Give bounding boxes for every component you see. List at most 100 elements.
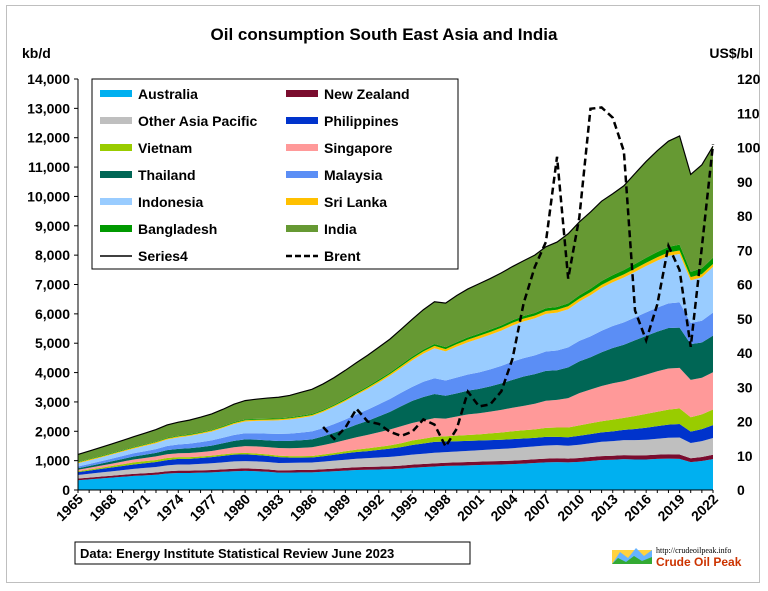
right-tick-label: 90: [737, 174, 753, 190]
logo-url: http://crudeoilpeak.info: [656, 546, 731, 555]
right-tick-label: 110: [737, 105, 760, 121]
area-australia: [78, 458, 713, 490]
left-tick-label: 8,000: [35, 247, 70, 263]
left-tick-label: 14,000: [27, 71, 70, 87]
x-tick-label: 2010: [554, 491, 587, 524]
right-axis-unit: US$/bl: [709, 45, 753, 61]
right-tick-label: 0: [737, 482, 745, 498]
left-tick-label: 0: [62, 482, 70, 498]
legend-swatch-bangladesh: [100, 225, 132, 232]
x-tick-label: 2019: [654, 491, 687, 524]
legend-label-series4: Series4: [138, 248, 188, 264]
x-tick-label: 1974: [153, 491, 186, 524]
x-tick-label: 2013: [588, 491, 621, 524]
left-tick-label: 13,000: [27, 100, 70, 116]
logo-name: Crude Oil Peak: [656, 555, 742, 569]
left-axis-unit: kb/d: [22, 45, 51, 61]
legend-swatch-vietnam: [100, 144, 132, 151]
right-tick-label: 120: [737, 71, 761, 87]
x-tick-label: 1998: [420, 491, 453, 524]
area-vietnam: [78, 408, 713, 473]
legend-label-philippines: Philippines: [324, 113, 399, 129]
x-tick-label: 2022: [688, 491, 721, 524]
x-tick-label: 1971: [120, 491, 153, 524]
right-tick-label: 10: [737, 448, 753, 464]
x-tick-label: 1980: [220, 491, 253, 524]
area-philippines: [78, 423, 713, 476]
legend-label-new-zealand: New Zealand: [324, 86, 410, 102]
legend-swatch-australia: [100, 90, 132, 97]
legend-box: [91, 78, 459, 270]
total-line: [77, 135, 714, 456]
legend-label-malaysia: Malaysia: [324, 167, 383, 183]
legend-label-sri-lanka: Sri Lanka: [324, 194, 387, 210]
right-tick-label: 80: [737, 208, 753, 224]
left-tick-label: 1,000: [35, 453, 70, 469]
legend-swatch-other-asia-pacific: [100, 117, 132, 124]
chart-title: Oil consumption South East Asia and Indi…: [211, 25, 559, 44]
left-tick-label: 12,000: [27, 130, 70, 146]
left-tick-labels: 0 1,000 2,000 3,000 4,000 5,000 6,000 7,000 8,00…: [27, 71, 70, 498]
brent-dashed-line: [322, 106, 715, 450]
axes: [74, 78, 714, 493]
legend-label-india: India: [324, 221, 357, 237]
area-india: [78, 135, 713, 462]
right-tick-label: 20: [737, 414, 753, 430]
legend-label-brent: Brent: [324, 248, 361, 264]
right-tick-label: 30: [737, 379, 753, 395]
legend-swatch-new-zealand: [286, 90, 318, 97]
legend: Australia New Zealand Other Asia Pacific Ph…: [91, 78, 459, 270]
x-tick-label: 1989: [320, 491, 353, 524]
x-tick-label: 1965: [53, 491, 86, 524]
x-tick-label: 1977: [186, 491, 219, 524]
area-indonesia: [78, 253, 713, 467]
right-tick-label: 70: [737, 242, 753, 258]
x-tick-label: 1986: [287, 491, 320, 524]
legend-swatch-sri-lanka: [286, 198, 318, 205]
left-tick-label: 11,000: [28, 159, 70, 175]
legend-swatch-indonesia: [100, 198, 132, 205]
legend-label-thailand: Thailand: [138, 167, 196, 183]
brent-line: [322, 106, 715, 450]
area-thailand: [78, 327, 713, 470]
legend-label-vietnam: Vietnam: [138, 140, 192, 156]
x-tick-label: 2016: [621, 491, 654, 524]
crude-oil-peak-logo: http://crudeoilpeak.info Crude Oil Peak: [612, 546, 742, 569]
x-tick-label: 1983: [253, 491, 286, 524]
x-tick-labels: 1965 1968 1971 1974 1977 1980 1983 1986 1989 1992…: [53, 491, 721, 524]
area-singapore: [78, 367, 713, 472]
right-tick-label: 50: [737, 311, 753, 327]
legend-swatch-malaysia: [286, 171, 318, 178]
x-tick-label: 2007: [521, 491, 554, 524]
right-tick-labels: 0 10 20 30 40 50 60 70 80 90 100 110 120: [737, 71, 761, 498]
left-tick-label: 7,000: [35, 277, 70, 293]
legend-swatch-singapore: [286, 144, 318, 151]
left-tick-label: 2,000: [35, 423, 70, 439]
x-tick-label: 1995: [387, 491, 420, 524]
legend-label-australia: Australia: [138, 86, 198, 102]
area-malaysia: [78, 302, 713, 469]
legend-label-other-asia-pacific: Other Asia Pacific: [138, 113, 258, 129]
source-note-box: Data: Energy Institute Statistical Revie…: [74, 541, 471, 565]
left-tick-label: 4,000: [35, 365, 70, 381]
right-tick-label: 100: [737, 140, 761, 156]
x-tick-label: 1968: [86, 491, 119, 524]
x-tick-label: 2001: [454, 491, 487, 524]
left-tick-label: 5,000: [35, 335, 70, 351]
legend-swatch-philippines: [286, 117, 318, 124]
legend-swatch-thailand: [100, 171, 132, 178]
legend-swatch-india: [286, 225, 318, 232]
left-tick-label: 6,000: [35, 306, 70, 322]
legend-label-indonesia: Indonesia: [138, 194, 204, 210]
source-note: Data: Energy Institute Statistical Revie…: [80, 546, 394, 561]
series4-line: [77, 135, 714, 456]
left-tick-label: 10,000: [27, 188, 70, 204]
left-tick-label: 3,000: [35, 394, 70, 410]
left-tick-label: 9,000: [35, 218, 70, 234]
x-tick-label: 1992: [354, 491, 387, 524]
area-other-asia-pacific: [78, 437, 713, 479]
right-tick-label: 40: [737, 345, 753, 361]
area-new-zealand: [78, 454, 713, 481]
stacked-areas: [78, 135, 713, 490]
